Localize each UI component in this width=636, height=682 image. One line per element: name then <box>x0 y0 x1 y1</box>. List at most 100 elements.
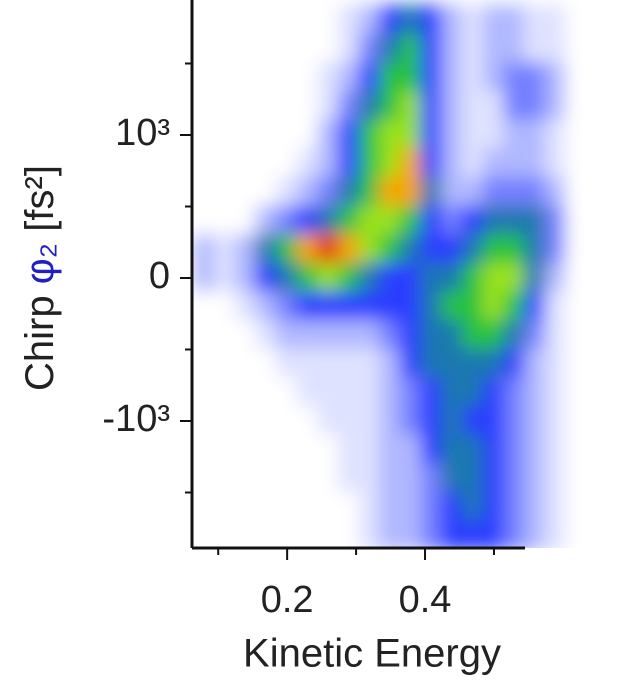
heat-cell <box>565 234 589 265</box>
heat-cell <box>379 462 402 494</box>
heat-cell <box>482 119 506 151</box>
heat-cell <box>524 176 547 208</box>
heat-cell <box>420 319 444 351</box>
heat-cell <box>275 520 299 548</box>
heat-cell <box>461 319 485 351</box>
heat-cell <box>234 377 258 408</box>
heat-cell <box>317 234 340 265</box>
heat-cell <box>213 148 237 179</box>
heat-cell <box>255 491 278 523</box>
y-tick-label: 10³ <box>115 112 170 154</box>
heat-cell <box>524 348 547 380</box>
heat-cell <box>337 33 361 65</box>
heat-cell <box>255 62 278 94</box>
heat-cell <box>420 176 444 208</box>
heat-cell <box>296 148 320 179</box>
heat-cell <box>213 434 237 465</box>
heat-cell <box>337 262 361 294</box>
heat-cell <box>193 462 216 494</box>
heat-cell <box>461 33 485 65</box>
heat-cell <box>524 291 547 322</box>
heat-cell <box>379 319 402 351</box>
heat-cell <box>255 33 278 65</box>
heat-cell <box>461 176 485 208</box>
heat-cell <box>317 434 340 465</box>
heat-cell <box>461 91 485 122</box>
heat-cell <box>337 319 361 351</box>
heat-cell <box>358 148 382 179</box>
heat-cell <box>296 33 320 65</box>
heat-cell <box>399 176 423 208</box>
heat-cell <box>193 234 216 265</box>
heat-cell <box>213 377 237 408</box>
heat-cell <box>544 348 568 380</box>
heat-cell <box>275 377 299 408</box>
heat-cell <box>544 291 568 322</box>
heat-cell <box>503 91 526 122</box>
heat-cell <box>317 262 340 294</box>
heat-cell <box>420 62 444 94</box>
heat-cell <box>565 33 589 65</box>
heat-cell <box>337 62 361 94</box>
y-label-symbol: φ₂ <box>18 243 62 284</box>
heat-cell <box>441 462 464 494</box>
heat-cell <box>234 319 258 351</box>
heat-cell <box>441 262 464 294</box>
heat-cell <box>213 520 237 548</box>
heat-cell <box>482 319 506 351</box>
heat-cell <box>275 291 299 322</box>
heat-cell <box>399 262 423 294</box>
heat-cell <box>399 119 423 151</box>
heat-cell <box>317 520 340 548</box>
heat-cell <box>213 33 237 65</box>
heat-cell <box>544 262 568 294</box>
heat-cell <box>358 262 382 294</box>
heat-cell <box>255 520 278 548</box>
heat-cell <box>420 491 444 523</box>
heat-cell <box>544 405 568 437</box>
heat-cell <box>482 62 506 94</box>
heat-cell <box>399 319 423 351</box>
heat-cell <box>379 5 402 36</box>
heat-cell <box>503 205 526 237</box>
heat-cell <box>379 176 402 208</box>
heat-cell <box>275 176 299 208</box>
heat-cell <box>379 91 402 122</box>
heat-cell <box>193 91 216 122</box>
heat-cell <box>524 434 547 465</box>
heat-cell <box>275 5 299 36</box>
heat-cell <box>461 205 485 237</box>
heat-cell <box>296 291 320 322</box>
heat-cell <box>317 176 340 208</box>
heat-cell <box>441 33 464 65</box>
heat-cell <box>317 291 340 322</box>
heat-cell <box>441 319 464 351</box>
heat-cell <box>461 262 485 294</box>
heat-cell <box>255 405 278 437</box>
heat-cell <box>482 520 506 548</box>
heat-cell <box>193 176 216 208</box>
heat-cell <box>399 462 423 494</box>
heat-cell <box>524 33 547 65</box>
heat-cell <box>544 62 568 94</box>
heat-cell <box>441 5 464 36</box>
heat-cell <box>420 291 444 322</box>
heat-cell <box>461 434 485 465</box>
heat-cell <box>337 434 361 465</box>
heat-cell <box>565 91 589 122</box>
heat-cell <box>420 405 444 437</box>
heat-cell <box>255 148 278 179</box>
heat-cell <box>503 176 526 208</box>
heat-cell <box>482 33 506 65</box>
heat-cell <box>296 205 320 237</box>
heat-cell <box>296 91 320 122</box>
heat-cell <box>213 176 237 208</box>
heat-cell <box>234 119 258 151</box>
heat-cell <box>234 62 258 94</box>
heat-cell <box>544 119 568 151</box>
heat-cell <box>503 462 526 494</box>
heat-cell <box>524 462 547 494</box>
heat-cell <box>379 205 402 237</box>
heat-cell <box>420 33 444 65</box>
